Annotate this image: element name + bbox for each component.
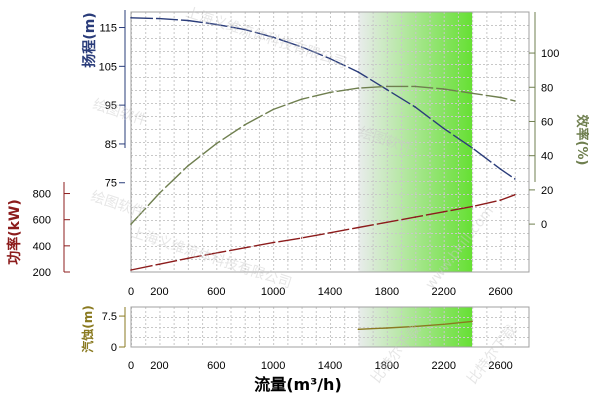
axes: 75859510511520040060080002040608010007.5… (33, 10, 559, 372)
efficiency-curve-point (442, 88, 445, 90)
efficiency-curve-point (514, 100, 516, 102)
head-curve-point (329, 57, 331, 60)
power-tick-label: 200 (33, 267, 51, 279)
efficiency-curve-point (386, 85, 388, 88)
power-tick-label: 800 (33, 189, 51, 201)
efficiency-curve-point (243, 124, 246, 126)
efficiency-tick-label: 60 (541, 116, 553, 128)
efficiency-axis-title: 效率(%) (574, 115, 589, 166)
power-curve-point (272, 241, 274, 244)
x-tick-label-upper: 2200 (431, 286, 455, 298)
x-tick-label-upper: 0 (128, 286, 134, 298)
efficiency-tick-label: 80 (541, 82, 553, 94)
power-curve-point (471, 205, 473, 208)
grid-lines (131, 12, 529, 347)
upper-plot-frame (130, 11, 530, 273)
x-tick-label-upper: 2600 (488, 286, 512, 298)
head-curve-point (471, 147, 473, 149)
x-tick-label-lower: 2200 (431, 360, 455, 372)
plot-frames (130, 11, 530, 348)
efficiency-curve-point (499, 96, 502, 99)
efficiency-curve-point (215, 142, 218, 145)
performance-curves (130, 17, 516, 331)
npsh-curve-point (471, 320, 473, 323)
power-curve-point (130, 269, 132, 271)
power-curve-point (329, 232, 331, 234)
x-tick-label-upper: 1400 (318, 286, 342, 298)
head-curve-point (414, 106, 417, 108)
efficiency-curve-point (130, 223, 132, 225)
head-curve-point (442, 127, 445, 130)
x-tick-label-lower: 600 (207, 360, 225, 372)
x-tick-label-lower: 1400 (318, 360, 342, 372)
head-curve-point (514, 178, 516, 180)
head-curve-point (386, 88, 388, 91)
head-tick-label: 95 (105, 100, 117, 112)
power-curve-point (499, 199, 502, 201)
head-curve-point (215, 23, 218, 26)
efficiency-tick-label: 100 (541, 48, 559, 60)
head-axis-title: 扬程(m) (81, 12, 98, 67)
efficiency-curve-point (158, 192, 161, 195)
power-tick-label: 600 (33, 215, 51, 227)
efficiency-curve-point (300, 98, 303, 100)
power-curve-point (442, 211, 445, 213)
power-curve-point (215, 252, 218, 254)
lower-plot-frame (130, 306, 530, 348)
power-curve-point (300, 237, 303, 239)
head-tick-label: 75 (105, 178, 117, 190)
x-tick-label-upper: 1800 (375, 286, 399, 298)
npsh-curve-point (357, 328, 360, 331)
npsh-tick-label: 7.5 (102, 311, 117, 323)
x-tick-label-lower: 1800 (375, 360, 399, 372)
power-curve-point (187, 257, 189, 260)
efficiency-curve-point (471, 92, 473, 95)
x-tick-label-lower: 1000 (261, 360, 285, 372)
efficiency-tick-label: 0 (541, 219, 547, 231)
npsh-curve-point (414, 325, 417, 328)
head-tick-label: 105 (99, 61, 117, 73)
efficiency-curve-point (187, 165, 189, 167)
efficiency-tick-label: 40 (541, 151, 553, 163)
power-axis-title: 功率(kW) (6, 199, 23, 265)
efficiency-curve-point (329, 91, 331, 94)
x-tick-label-lower: 200 (150, 360, 168, 372)
power-curve-point (243, 247, 246, 249)
x-tick-label-lower: 2600 (488, 360, 512, 372)
npsh-curve-point (442, 323, 445, 326)
power-curve-point (414, 216, 417, 218)
head-curve-point (499, 168, 502, 170)
head-curve-point (272, 36, 274, 38)
head-curve-point (187, 19, 189, 22)
x-tick-label-upper: 1000 (261, 286, 285, 298)
power-curve-point (158, 263, 161, 266)
x-tick-label-upper: 200 (150, 286, 168, 298)
watermark-text: 上海义维流体科技有限公司 (129, 225, 294, 292)
head-curve-point (357, 71, 360, 73)
watermark-text: 绘图软件 (89, 189, 147, 222)
head-curve-point (300, 46, 303, 48)
npsh-axis-title: 汽蚀(m) (80, 305, 95, 352)
head-curve-point (158, 17, 161, 20)
efficiency-curve-point (272, 108, 274, 111)
x-tick-label-upper: 600 (207, 286, 225, 298)
head-curve-point (130, 17, 132, 19)
power-tick-label: 400 (33, 241, 51, 253)
head-tick-label: 85 (105, 139, 117, 151)
head-curve-point (243, 28, 246, 31)
x-tick-label-lower: 0 (128, 360, 134, 372)
efficiency-tick-label: 20 (541, 185, 553, 197)
power-curve-point (357, 226, 360, 229)
efficiency-curve-point (414, 85, 417, 88)
power-curve-point (514, 194, 516, 196)
npsh-curve-point (386, 327, 388, 329)
power-curve-point (386, 221, 388, 224)
x-axis-title: 流量(m³/h) (254, 375, 342, 394)
watermark-text: 绘图软件 (91, 97, 149, 130)
efficiency-curve-point (357, 87, 360, 89)
npsh-tick-label: 0 (111, 342, 117, 354)
head-tick-label: 115 (99, 23, 117, 35)
